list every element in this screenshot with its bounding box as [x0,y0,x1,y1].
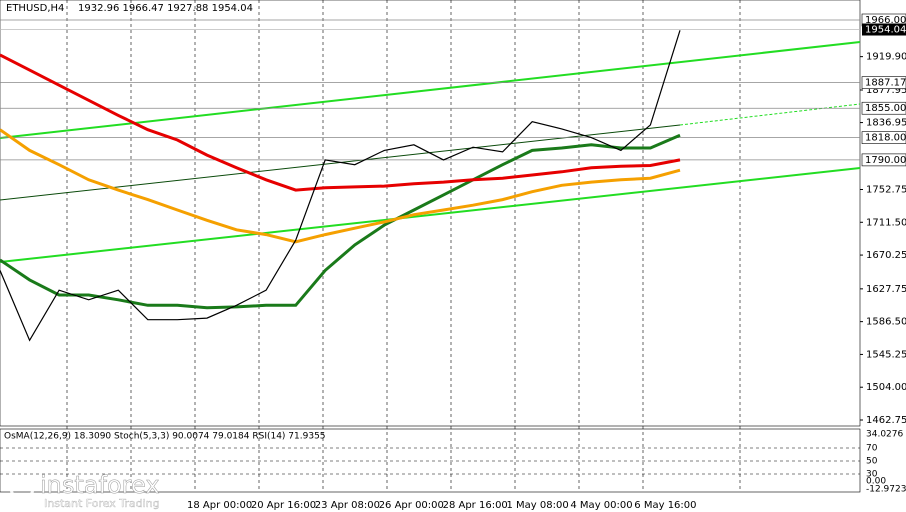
y-tick-label: 1545.25 [866,349,906,360]
y-tick-label: 1504.00 [866,382,906,393]
series-line [0,53,681,192]
x-tick-label: 4 May 00:00 [570,500,632,511]
indicator-axis-label: 0.00 [866,477,886,487]
y-tick-label: 1752.75 [866,184,906,195]
x-tick-label: 1 May 08:00 [507,500,569,511]
level-label: 1966.00 [865,15,906,26]
series-line [0,128,681,244]
indicator-text: OsMA(12,26,9) 18.3090 Stoch(5,3,3) 90.00… [4,432,326,442]
current-price-label: 1954.04 [865,25,906,36]
logo-text: instaforex [40,471,160,499]
logo-subtext: Instant Forex Trading [44,497,160,510]
indicator-axis-label: 30 [866,470,878,480]
vertical-grid [66,0,741,492]
level-box [861,76,906,89]
x-tick-label: 20 Apr 16:00 [251,500,316,511]
indicator-axis-label: 50 [866,457,878,467]
indicator-axis-label: -12.9723 [866,485,906,495]
indicator-panel [0,428,861,493]
indicator-levels [0,447,860,475]
x-tick-label: 23 Apr 08:00 [315,500,380,511]
x-tick-label: 6 May 16:00 [634,500,696,511]
indicator-axis-label: 70 [866,444,878,454]
y-tick-label: 1627.75 [866,284,906,295]
level-box [861,101,906,115]
level-label: 1818.00 [865,133,906,144]
y-tick-label: 1670.25 [866,250,906,261]
series-line [0,133,681,310]
x-tick-label: 26 Apr 00:00 [379,500,444,511]
level-label: 1790.00 [865,155,906,166]
x-tick-label: 18 Apr 00:00 [187,500,252,511]
y-tick-label: 1877.95 [866,85,906,96]
chart-title: ETHUSD,H4 [6,3,64,14]
ohlc-text: 1932.96 1966.47 1927.88 1954.04 [78,3,253,14]
y-tick-label: 1836.95 [866,118,906,129]
indicator-axis-label: 34.0276 [866,430,903,440]
current-price-box [862,23,906,36]
y-tick-label: 1919.90 [866,52,906,63]
logo: instaforex Instant Forex Trading [9,471,160,510]
level-label: 1855.00 [865,103,906,114]
x-tick-label: 28 Apr 16:00 [443,500,508,511]
level-label: 1887.17 [865,78,906,89]
level-box [861,153,906,167]
level-box [861,131,906,144]
y-tick-label: 1586.50 [866,317,906,328]
y-tick-label: 1462.75 [866,415,906,426]
y-tick-label: 1711.50 [866,217,906,228]
series-line [0,30,681,342]
